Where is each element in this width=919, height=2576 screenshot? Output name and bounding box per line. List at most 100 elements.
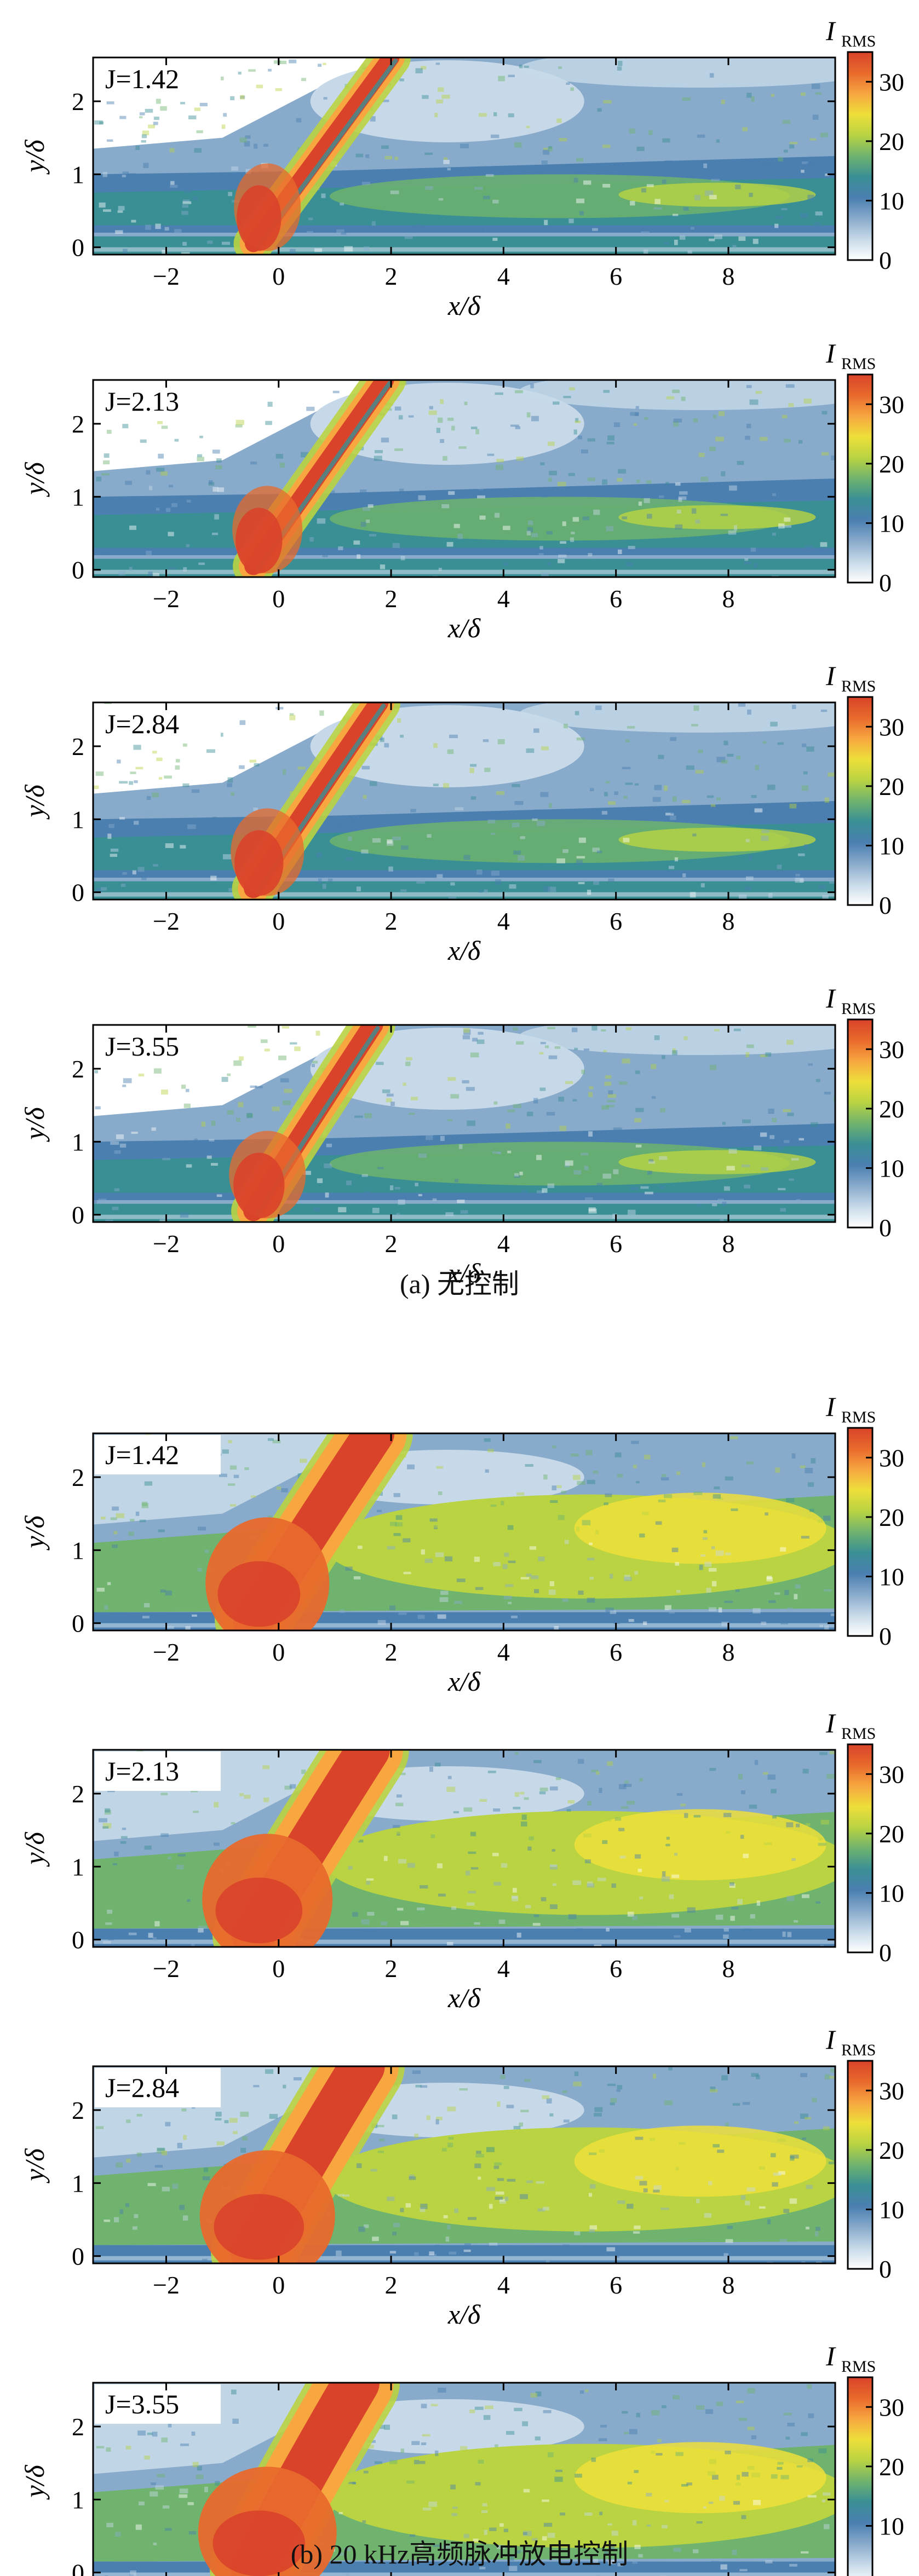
colorbar-label-sub: RMS xyxy=(841,1000,876,1018)
x-axis-label: x/δ xyxy=(447,1258,481,1288)
colorbar-tick-label: 10 xyxy=(879,832,904,860)
colorbar-label: I xyxy=(825,1391,836,1422)
y-axis-label: y/δ xyxy=(19,1832,50,1868)
colorbar-tick-label: 20 xyxy=(879,773,904,800)
colorbar-tick-label: 30 xyxy=(879,2393,904,2421)
colorbar-label: I xyxy=(825,338,836,368)
y-tick-label: 0 xyxy=(72,556,84,584)
x-tick-label: 8 xyxy=(722,1955,734,1983)
colorbar-tick-label: 30 xyxy=(879,390,904,418)
y-tick-label: 1 xyxy=(72,1536,84,1564)
intensity-field xyxy=(93,2383,835,2576)
j-label-box xyxy=(95,2068,221,2107)
x-axis-label: x/δ xyxy=(447,1983,481,2013)
intensity-field xyxy=(93,1433,835,1630)
x-axis-label: x/δ xyxy=(447,2299,481,2330)
colorbar-tick-label: 10 xyxy=(879,1563,904,1590)
y-tick-label: 0 xyxy=(72,1610,84,1638)
x-tick-label: −2 xyxy=(153,907,180,935)
x-tick-label: 8 xyxy=(722,1230,734,1258)
colorbar-tick-label: 20 xyxy=(879,1503,904,1531)
j-label-box xyxy=(95,382,221,421)
plot-frame xyxy=(92,1749,836,1948)
x-tick-label: 6 xyxy=(610,1638,622,1666)
colorbar-label-sub: RMS xyxy=(841,677,876,695)
j-label-box xyxy=(95,704,221,744)
colorbar-tick-label: 30 xyxy=(879,68,904,96)
x-tick-label: −2 xyxy=(153,1638,180,1666)
x-tick-label: −2 xyxy=(153,262,180,290)
x-tick-label: 4 xyxy=(497,2271,510,2299)
y-tick-label: 0 xyxy=(72,1201,84,1229)
x-tick-label: 6 xyxy=(610,907,622,935)
y-tick-label: 2 xyxy=(72,1463,84,1491)
j-label: J=3.55 xyxy=(105,2389,179,2419)
plot-frame xyxy=(92,1432,836,1632)
colorbar xyxy=(847,1427,874,1637)
y-tick-label: 2 xyxy=(72,733,84,760)
y-axis-label: y/δ xyxy=(19,2465,50,2500)
x-tick-label: −2 xyxy=(153,2271,180,2299)
x-tick-label: 0 xyxy=(272,1955,285,1983)
colorbar-tick-label: 10 xyxy=(879,187,904,215)
x-tick-label: 4 xyxy=(497,262,510,290)
colorbar-tick-label: 10 xyxy=(879,509,904,537)
heatmap-panel: J=2.13 −2 0 2 4 6 8 0 1 2 x/δ y/δ 0 10 20 30 I RMS xyxy=(19,1708,904,2013)
y-tick-label: 0 xyxy=(72,879,84,907)
colorbar-label-sub: RMS xyxy=(841,355,876,373)
x-tick-label: 0 xyxy=(272,262,285,290)
x-tick-label: 2 xyxy=(385,1230,398,1258)
colorbar xyxy=(847,696,874,906)
colorbar-tick-label: 0 xyxy=(879,1939,892,1967)
y-tick-label: 2 xyxy=(72,2096,84,2124)
colorbar xyxy=(847,51,874,261)
colorbar xyxy=(847,1018,874,1229)
colorbar xyxy=(847,373,874,584)
x-axis-label: x/δ xyxy=(447,1666,481,1697)
x-tick-label: 6 xyxy=(610,2271,622,2299)
x-tick-label: 4 xyxy=(497,585,510,613)
colorbar xyxy=(847,1743,874,1953)
y-tick-label: 2 xyxy=(72,2413,84,2441)
y-axis-label: y/δ xyxy=(19,785,50,820)
x-tick-label: 0 xyxy=(272,1638,285,1666)
j-label-box xyxy=(95,1751,221,1791)
j-label: J=2.84 xyxy=(105,2072,179,2103)
colorbar-label: I xyxy=(825,660,836,691)
j-label-box xyxy=(95,59,221,99)
plot-frame xyxy=(92,56,836,256)
y-tick-label: 0 xyxy=(72,1926,84,1954)
x-tick-label: −2 xyxy=(153,1230,180,1258)
j-label-box xyxy=(95,2384,221,2424)
colorbar-tick-label: 0 xyxy=(879,2255,892,2283)
y-tick-label: 1 xyxy=(72,1128,84,1156)
plot-frame xyxy=(92,701,836,901)
x-tick-label: 8 xyxy=(722,2271,734,2299)
heatmap-panel: J=2.84 −2 0 2 4 6 8 0 1 2 x/δ y/δ 0 10 20 30 I RMS xyxy=(19,2024,904,2330)
colorbar-tick-label: 0 xyxy=(879,1622,892,1650)
y-tick-label: 2 xyxy=(72,1055,84,1083)
j-label: J=1.42 xyxy=(105,64,179,94)
x-tick-label: 2 xyxy=(385,585,398,613)
x-axis-label: x/δ xyxy=(447,613,481,643)
colorbar-label-sub: RMS xyxy=(841,2041,876,2059)
x-tick-label: 6 xyxy=(610,1955,622,1983)
colorbar-tick-label: 0 xyxy=(879,569,892,597)
plot-frame xyxy=(92,379,836,578)
x-tick-label: 8 xyxy=(722,907,734,935)
colorbar-label-sub: RMS xyxy=(841,1725,876,1743)
colorbar-label: I xyxy=(825,2024,836,2055)
x-tick-label: 6 xyxy=(610,585,622,613)
x-tick-label: 0 xyxy=(272,907,285,935)
colorbar-label: I xyxy=(825,983,836,1013)
colorbar-tick-label: 20 xyxy=(879,128,904,155)
colorbar-tick-label: 20 xyxy=(879,450,904,478)
colorbar-tick-label: 30 xyxy=(879,1035,904,1063)
x-tick-label: −2 xyxy=(153,585,180,613)
colorbar-label-sub: RMS xyxy=(841,32,876,50)
caption-b: (b) 20 kHz高频脉冲放电控制 xyxy=(290,2539,629,2569)
x-tick-label: 2 xyxy=(385,2271,398,2299)
colorbar-label: I xyxy=(825,15,836,46)
y-axis-label: y/δ xyxy=(19,1107,50,1143)
plot-frame xyxy=(92,2065,836,2264)
